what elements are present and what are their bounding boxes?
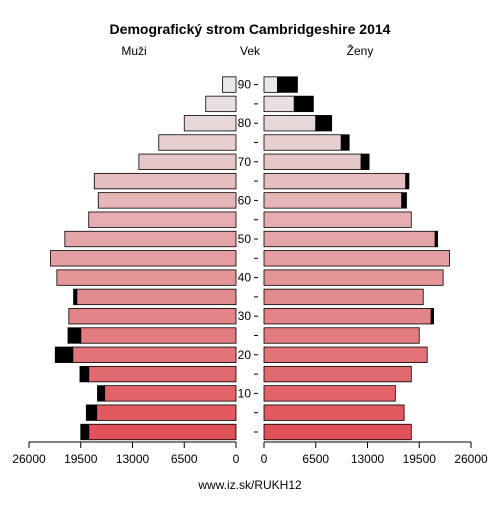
female-bars [263, 76, 450, 441]
female-bar-60-64 [263, 192, 403, 209]
age-tick-label: 60 [238, 193, 252, 207]
female-bar-25-29 [263, 327, 420, 344]
male-surplus-15-19 [79, 365, 90, 383]
female-bar-80-84 [263, 115, 317, 132]
male-bar-40-44 [56, 269, 237, 286]
male-bar-45-49 [50, 250, 237, 267]
female-bar-30-34 [263, 308, 432, 325]
female-bar-5-9 [263, 404, 405, 421]
female-bar-50-54 [263, 230, 436, 248]
male-bar-20-24 [72, 346, 237, 363]
female-bar-35-39 [263, 288, 424, 306]
chart-title: Demografický strom Cambridgeshire 2014 [110, 21, 391, 37]
female-bar-15-19 [263, 365, 412, 383]
age-tick-label: 70 [238, 155, 252, 169]
female-surplus-80-84 [315, 115, 333, 132]
age-tick-label: 40 [238, 271, 252, 285]
male-bar-0-4 [88, 423, 237, 441]
male-bar-15-19 [88, 365, 237, 383]
female-bar-65-69 [263, 172, 407, 190]
x-tick-label: 0 [261, 452, 268, 466]
male-bar-5-9 [96, 404, 237, 421]
age-axis-label: Vek [240, 44, 261, 58]
female-bar-90+ [263, 76, 278, 93]
female-bar-55-59 [263, 211, 412, 228]
male-bar-60-64 [97, 192, 237, 209]
female-surplus-65-69 [405, 172, 410, 190]
age-tick-label: 90 [238, 78, 252, 92]
age-axis: 10 20 30 40 50 60 70 80 90 [238, 78, 258, 433]
x-tick-label: 26000 [12, 452, 46, 466]
male-surplus-25-29 [67, 327, 82, 344]
x-tick-label: 13000 [116, 452, 150, 466]
age-tick-label: 20 [238, 348, 252, 362]
male-bar-55-59 [88, 211, 237, 228]
female-surplus-70-74 [360, 153, 370, 170]
x-axis-left: 26000 19500 13000 6500 0 [12, 441, 240, 466]
female-bar-0-4 [263, 423, 412, 441]
male-bar-30-34 [68, 308, 237, 325]
x-tick-label: 19500 [403, 452, 437, 466]
male-bar-90+ [222, 76, 237, 93]
male-bars [50, 76, 237, 441]
male-surplus-35-39 [73, 288, 78, 306]
female-bar-10-14 [263, 385, 396, 402]
female-bar-70-74 [263, 153, 362, 170]
male-bar-10-14 [104, 385, 237, 402]
male-bar-35-39 [76, 288, 237, 306]
female-bar-85-89 [263, 95, 295, 113]
female-surplus-30-34 [430, 308, 434, 325]
x-tick-label: 6500 [171, 452, 198, 466]
age-tick-label: 50 [238, 232, 252, 246]
male-surplus-10-14 [97, 385, 106, 402]
female-bar-20-24 [263, 346, 428, 363]
source-footer: www.iz.sk/RUKH12 [197, 478, 302, 492]
male-bar-50-54 [64, 230, 237, 248]
female-bar-75-79 [263, 134, 342, 151]
male-surplus-20-24 [54, 346, 74, 363]
female-surplus-60-64 [401, 192, 407, 209]
x-tick-label: 6500 [302, 452, 329, 466]
male-bar-75-79 [158, 134, 237, 151]
male-bar-70-74 [138, 153, 237, 170]
x-tick-label: 0 [233, 452, 240, 466]
age-tick-label: 10 [238, 386, 252, 400]
female-bar-45-49 [263, 250, 450, 267]
male-surplus-0-4 [80, 423, 90, 441]
female-surplus-50-54 [434, 230, 438, 248]
male-bar-85-89 [205, 95, 237, 113]
x-tick-label: 19500 [64, 452, 98, 466]
x-tick-label: 13000 [351, 452, 385, 466]
x-tick-label: 26000 [454, 452, 488, 466]
age-tick-label: 30 [238, 309, 252, 323]
right-series-label: Ženy [347, 43, 374, 58]
age-tick-label: 80 [238, 116, 252, 130]
male-surplus-5-9 [85, 404, 98, 421]
female-bar-40-44 [263, 269, 444, 286]
x-axis-right: 0 6500 13000 19500 26000 [261, 441, 488, 466]
male-bar-25-29 [80, 327, 237, 344]
male-bar-80-84 [183, 115, 237, 132]
female-surplus-85-89 [293, 95, 314, 113]
female-surplus-90+ [277, 76, 298, 93]
male-bar-65-69 [93, 172, 237, 190]
left-series-label: Muži [121, 44, 146, 58]
female-surplus-75-79 [340, 134, 350, 151]
